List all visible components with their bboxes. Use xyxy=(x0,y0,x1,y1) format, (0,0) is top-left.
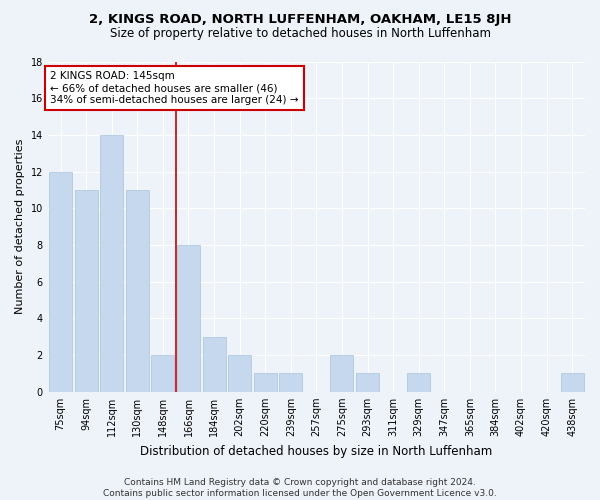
X-axis label: Distribution of detached houses by size in North Luffenham: Distribution of detached houses by size … xyxy=(140,444,493,458)
Text: Size of property relative to detached houses in North Luffenham: Size of property relative to detached ho… xyxy=(110,28,491,40)
Bar xyxy=(356,374,379,392)
Bar xyxy=(407,374,430,392)
Bar xyxy=(49,172,72,392)
Text: 2 KINGS ROAD: 145sqm
← 66% of detached houses are smaller (46)
34% of semi-detac: 2 KINGS ROAD: 145sqm ← 66% of detached h… xyxy=(50,72,299,104)
Bar xyxy=(100,135,123,392)
Bar xyxy=(151,355,175,392)
Text: 2, KINGS ROAD, NORTH LUFFENHAM, OAKHAM, LE15 8JH: 2, KINGS ROAD, NORTH LUFFENHAM, OAKHAM, … xyxy=(89,12,511,26)
Bar xyxy=(254,374,277,392)
Bar xyxy=(560,374,584,392)
Text: Contains HM Land Registry data © Crown copyright and database right 2024.
Contai: Contains HM Land Registry data © Crown c… xyxy=(103,478,497,498)
Y-axis label: Number of detached properties: Number of detached properties xyxy=(15,139,25,314)
Bar xyxy=(177,245,200,392)
Bar xyxy=(280,374,302,392)
Bar xyxy=(331,355,353,392)
Bar xyxy=(228,355,251,392)
Bar xyxy=(126,190,149,392)
Bar xyxy=(74,190,98,392)
Bar xyxy=(203,337,226,392)
